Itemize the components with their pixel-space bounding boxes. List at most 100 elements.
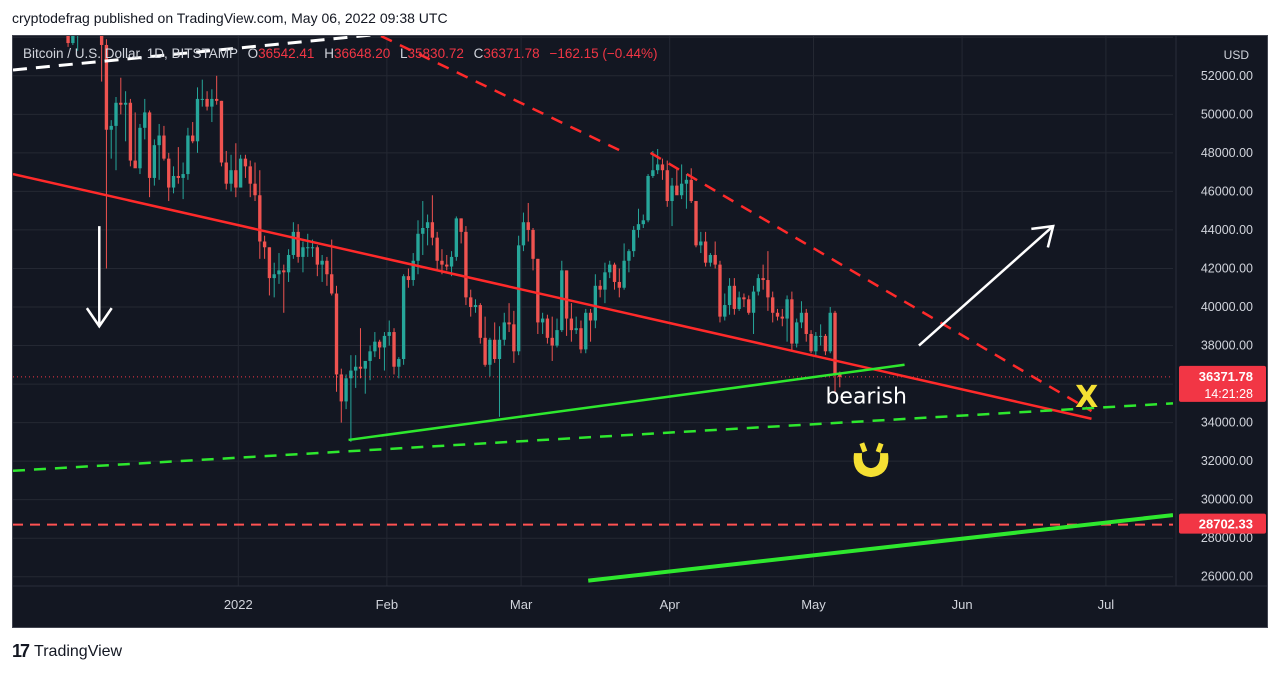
high-label: H <box>324 46 334 61</box>
candle-body <box>665 170 669 202</box>
candle-body <box>152 145 157 178</box>
candle-body <box>679 183 684 196</box>
candle-body <box>66 36 70 44</box>
green-trendline-4 <box>587 513 1173 583</box>
candle-body <box>478 305 482 338</box>
candle-body <box>191 135 195 142</box>
candle-body <box>286 254 291 273</box>
candle-body <box>440 260 444 265</box>
candle-body <box>684 179 689 184</box>
candle-body <box>416 233 420 261</box>
price-tick-label: 40000.00 <box>1201 300 1253 314</box>
candle-body <box>262 241 267 248</box>
candle-body <box>737 297 741 309</box>
currency-label[interactable]: USD <box>1223 48 1249 62</box>
open-label: O <box>247 46 259 61</box>
ohlc-close: C36371.78 <box>474 46 540 61</box>
candle-body <box>617 281 621 288</box>
candle-body <box>785 299 789 319</box>
high-value: 36648.20 <box>333 46 391 61</box>
candle-body <box>814 335 818 352</box>
candle-body <box>771 297 775 313</box>
candle-body <box>162 135 166 159</box>
candle-body <box>195 98 200 142</box>
close-label: C <box>473 46 484 61</box>
candle-body <box>344 378 348 402</box>
candle-body <box>780 316 784 319</box>
candle-body <box>799 312 804 323</box>
price-tag-label: 28702.33 <box>1199 517 1253 532</box>
candle-body <box>71 36 75 44</box>
candle-body <box>325 260 329 275</box>
candle-body <box>449 256 454 267</box>
candle-body <box>483 337 487 365</box>
candle-body <box>229 170 233 184</box>
candle-body <box>133 160 137 169</box>
symbol-name: Bitcoin / U.S. Dollar, 1D, BITSTAMP <box>23 46 238 61</box>
candle-body <box>804 312 808 334</box>
candle-body <box>723 305 727 317</box>
chart-panel[interactable]: bearish X 52000.00 50000.00 48000.00 46000.00… <box>12 35 1268 628</box>
candle-body <box>756 278 761 292</box>
candle-body <box>608 264 612 273</box>
candle-body <box>430 222 435 238</box>
candle-body <box>167 158 171 188</box>
candle-body <box>507 322 511 325</box>
candle-body <box>521 222 526 246</box>
candle-body <box>425 222 430 229</box>
price-tick-label: 44000.00 <box>1201 223 1253 237</box>
candle-body <box>200 98 204 100</box>
candle-body <box>296 231 300 257</box>
candle-body <box>320 260 324 265</box>
price-tick-label: 38000.00 <box>1201 339 1253 353</box>
time-tick-label: Apr <box>660 597 681 612</box>
candle-body <box>291 231 296 255</box>
candle-body <box>301 247 305 257</box>
x-mark-annotation: X <box>1075 380 1098 415</box>
tradingview-brand: TradingView <box>34 642 123 660</box>
candle-body <box>742 297 746 300</box>
candle-body <box>512 324 516 352</box>
candle-body <box>421 228 425 234</box>
candle-body <box>358 366 363 369</box>
candle-body <box>368 351 372 361</box>
white-trendline <box>13 36 378 72</box>
candle-body <box>99 36 104 45</box>
candle-body <box>713 254 717 265</box>
price-tick-label: 34000.00 <box>1201 416 1253 430</box>
candle-body <box>171 175 176 188</box>
chart-svg[interactable]: bearish X 52000.00 50000.00 48000.00 46000.00… <box>13 36 1268 628</box>
candle-body <box>406 276 411 281</box>
candle-body <box>104 44 109 130</box>
candle-body <box>181 174 185 178</box>
time-tick-label: Feb <box>376 597 398 612</box>
candle-body <box>516 245 521 352</box>
candle-body <box>464 231 468 298</box>
candle-body <box>205 98 209 107</box>
tradingview-logo-icon: 17 <box>12 641 30 661</box>
candle-body <box>176 175 181 178</box>
candle-body <box>646 175 650 221</box>
price-tick-label: 42000.00 <box>1201 261 1253 275</box>
candle-body <box>545 318 550 338</box>
time-tick-label: Mar <box>510 597 533 612</box>
tradingview-logo[interactable]: 17 TradingView <box>12 641 122 662</box>
candle-body <box>564 270 569 319</box>
candle-body <box>315 247 320 265</box>
candle-body <box>526 222 530 230</box>
price-tick-label: 26000.00 <box>1201 570 1253 584</box>
candle-body <box>540 318 545 323</box>
candle-body <box>363 360 367 369</box>
candle-body <box>694 201 698 246</box>
time-axis <box>13 586 1267 627</box>
candle-body <box>253 183 257 196</box>
candle-body <box>330 274 334 294</box>
candle-body <box>603 272 607 290</box>
candle-body <box>354 366 358 371</box>
candle-body <box>775 312 780 317</box>
candle-body <box>622 260 626 288</box>
open-value: 36542.41 <box>258 46 315 61</box>
candle-body <box>459 218 463 232</box>
candle-body <box>258 195 262 242</box>
candle-body <box>147 112 152 178</box>
